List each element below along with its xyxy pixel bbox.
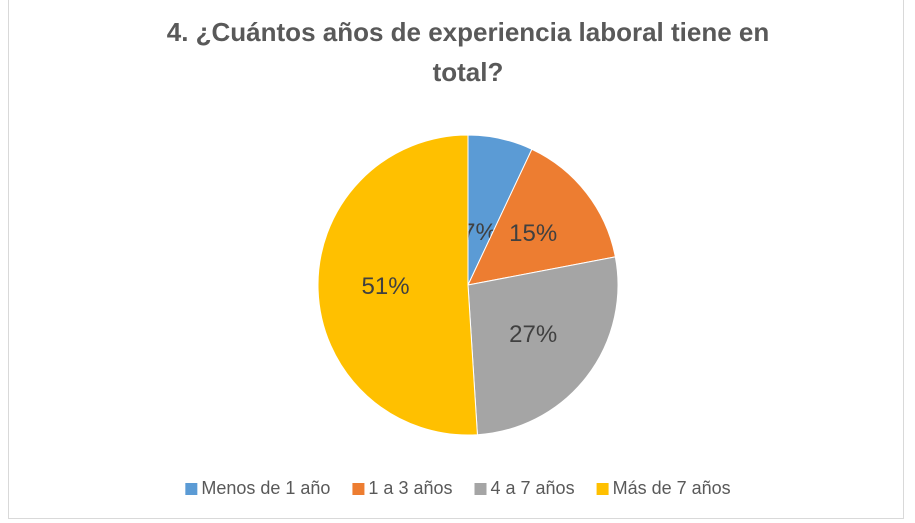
legend-swatch bbox=[185, 483, 198, 495]
chart-frame bbox=[8, 0, 904, 519]
legend-label: 1 a 3 años bbox=[368, 478, 452, 498]
pie-slice bbox=[467, 256, 619, 436]
pie-slice bbox=[317, 134, 478, 436]
chart-title: 4. ¿Cuántos años de experiencia laboral … bbox=[166, 17, 770, 87]
pie-slice bbox=[467, 148, 616, 286]
legend-label: 4 a 7 años bbox=[491, 478, 575, 498]
legend-swatch bbox=[596, 483, 609, 495]
data-label: 27% bbox=[509, 321, 557, 348]
legend-swatch bbox=[474, 483, 487, 495]
legend-swatch bbox=[352, 483, 365, 495]
data-label: 51% bbox=[362, 273, 410, 300]
legend-label: Menos de 1 año bbox=[201, 478, 330, 498]
data-label: 15% bbox=[509, 220, 557, 247]
legend-label: Más de 7 años bbox=[613, 478, 731, 498]
